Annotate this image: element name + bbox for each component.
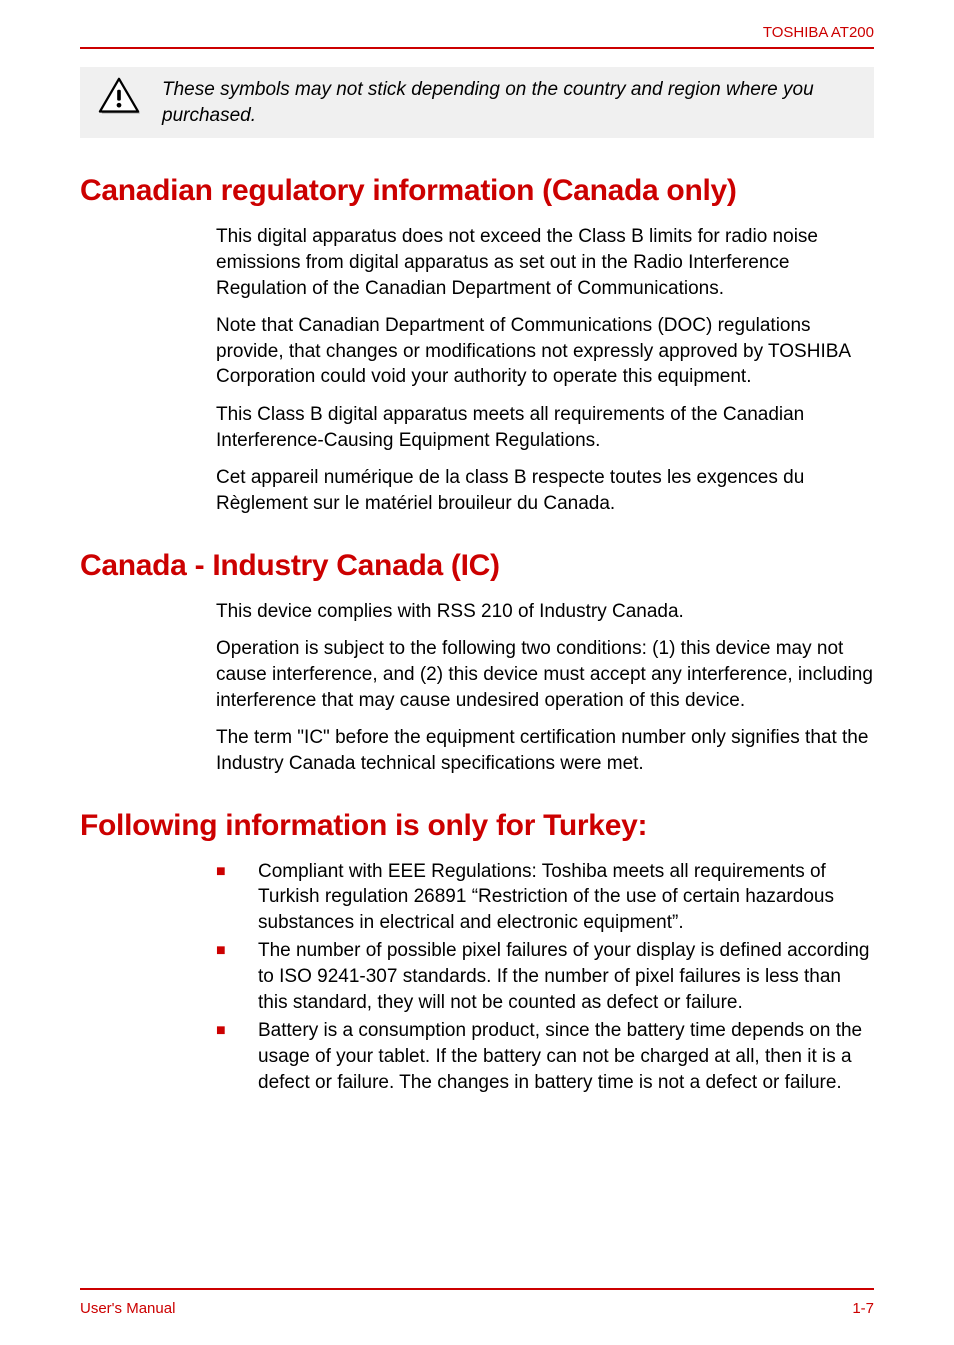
paragraph: Operation is subject to the following tw… xyxy=(216,636,874,713)
paragraph: Cet appareil numérique de la class B res… xyxy=(216,465,874,516)
header-brand: TOSHIBA AT200 xyxy=(80,24,874,41)
footer-page-number: 1-7 xyxy=(852,1300,874,1317)
footer-left: User's Manual xyxy=(80,1300,175,1317)
paragraph: This device complies with RSS 210 of Ind… xyxy=(216,599,874,625)
bullet-icon: ■ xyxy=(216,938,258,964)
bullet-text: Battery is a consumption product, since … xyxy=(258,1018,874,1095)
page-footer: User's Manual 1-7 xyxy=(80,1288,874,1317)
header-rule xyxy=(80,47,874,49)
list-item: ■ Battery is a consumption product, sinc… xyxy=(216,1018,874,1095)
paragraph: This Class B digital apparatus meets all… xyxy=(216,402,874,453)
section-heading-canadian: Canadian regulatory information (Canada … xyxy=(80,174,874,208)
section-body-canadian: This digital apparatus does not exceed t… xyxy=(216,224,874,516)
section-heading-industry-canada: Canada - Industry Canada (IC) xyxy=(80,549,874,583)
bullet-icon: ■ xyxy=(216,1018,258,1044)
bullet-list: ■ Compliant with EEE Regulations: Toshib… xyxy=(216,859,874,1096)
section-heading-turkey: Following information is only for Turkey… xyxy=(80,809,874,843)
paragraph: The term "IC" before the equipment certi… xyxy=(216,725,874,776)
footer-rule xyxy=(80,1288,874,1290)
paragraph: This digital apparatus does not exceed t… xyxy=(216,224,874,301)
bullet-text: Compliant with EEE Regulations: Toshiba … xyxy=(258,859,874,936)
paragraph: Note that Canadian Department of Communi… xyxy=(216,313,874,390)
list-item: ■ Compliant with EEE Regulations: Toshib… xyxy=(216,859,874,936)
warning-text: These symbols may not stick depending on… xyxy=(162,77,858,128)
bullet-icon: ■ xyxy=(216,859,258,885)
list-item: ■ The number of possible pixel failures … xyxy=(216,938,874,1015)
bullet-text: The number of possible pixel failures of… xyxy=(258,938,874,1015)
warning-box: These symbols may not stick depending on… xyxy=(80,67,874,138)
section-body-turkey: ■ Compliant with EEE Regulations: Toshib… xyxy=(216,859,874,1096)
warning-icon xyxy=(96,77,142,122)
section-body-industry-canada: This device complies with RSS 210 of Ind… xyxy=(216,599,874,777)
